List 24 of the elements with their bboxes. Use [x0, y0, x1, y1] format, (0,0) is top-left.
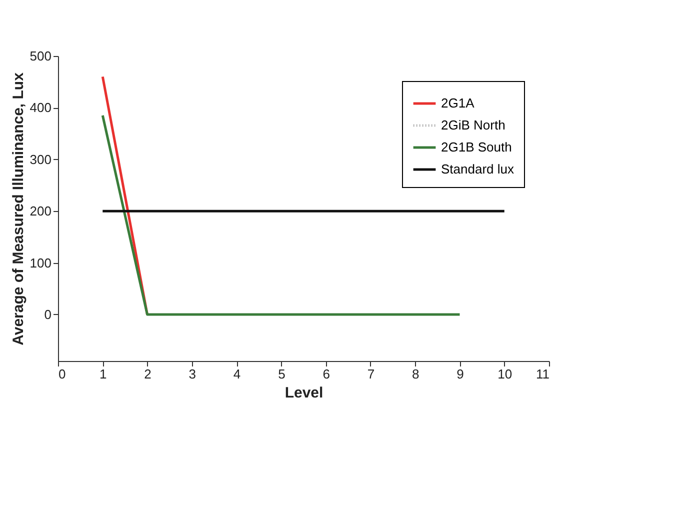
legend-label: 2G1B South — [441, 140, 512, 154]
y-tick-label: 0 — [44, 306, 52, 322]
y-tick-label: 100 — [30, 255, 52, 270]
x-tick-label: 9 — [456, 366, 464, 382]
x-tick-label: 11 — [536, 366, 550, 382]
y-tick-label: 500 — [30, 48, 52, 64]
x-tick-label: 8 — [412, 366, 420, 382]
x-tick-label: 1 — [100, 366, 107, 382]
x-tick-label: 7 — [367, 366, 375, 382]
x-tick-label: 5 — [278, 366, 286, 382]
legend-label: Standard lux — [441, 162, 514, 176]
y-tick-label: 300 — [30, 152, 52, 167]
x-tick-label: 4 — [233, 366, 241, 382]
y-axis-title: Average of Measured Illuminance, Lux — [10, 72, 27, 346]
x-tick-label: 6 — [322, 366, 330, 382]
y-tick-label: 400 — [30, 100, 52, 116]
x-tick-label: 0 — [58, 366, 66, 382]
x-tick-label: 3 — [188, 366, 196, 382]
legend-label: 2GiB North — [441, 118, 506, 132]
legend-label: 2G1A — [441, 96, 475, 110]
x-axis-title: Level — [284, 384, 324, 402]
x-tick-label: 2 — [144, 366, 152, 382]
y-tick-label: 200 — [30, 204, 52, 219]
x-tick-label: 10 — [498, 366, 512, 382]
